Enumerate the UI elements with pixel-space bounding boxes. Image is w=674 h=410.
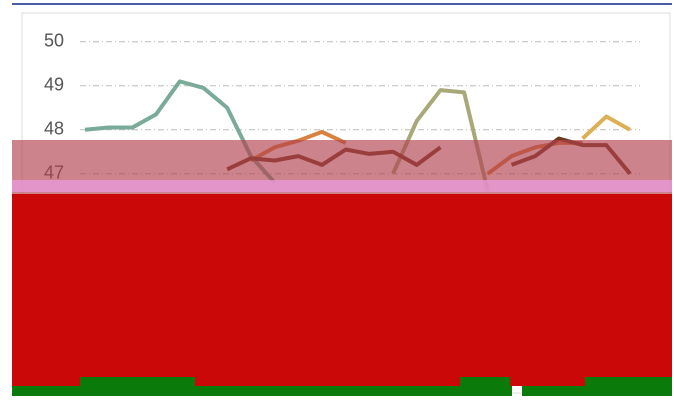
chart: 50494847 xyxy=(0,0,674,405)
overlay xyxy=(12,140,672,396)
y-tick-label: 48 xyxy=(44,118,64,138)
overlay-bar xyxy=(460,377,510,387)
overlay-block xyxy=(12,194,672,386)
y-tick-label: 49 xyxy=(44,75,64,95)
y-tick-label: 50 xyxy=(44,31,64,51)
overlay-bar xyxy=(522,386,672,396)
overlay-strip xyxy=(12,180,672,192)
overlay-bar xyxy=(12,386,512,396)
overlay-bar xyxy=(585,377,672,387)
overlay-bar xyxy=(80,377,195,387)
